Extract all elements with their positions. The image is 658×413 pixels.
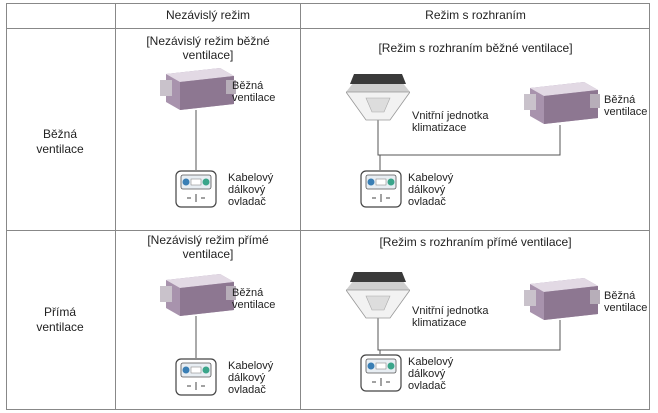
controller-label: Kabelový dálkový ovladač <box>228 172 274 208</box>
unit-label: Běžná ventilace <box>604 94 648 118</box>
controller-icon <box>175 358 217 396</box>
cell-title: [Režim s rozhraním přímé ventilace] <box>379 235 572 249</box>
unit-label: Běžná ventilace <box>232 287 276 311</box>
controller-icon <box>175 170 217 208</box>
row-label: Přímá ventilace <box>36 305 84 334</box>
controller-label: Kabelový dálkový ovladač <box>228 360 274 396</box>
controller-label: Kabelový dálkový ovladač <box>408 172 454 208</box>
ventilation-unit-icon <box>524 82 600 124</box>
indoor-unit-icon <box>346 271 410 319</box>
ventilation-unit-icon <box>524 278 600 320</box>
table-grid <box>6 3 650 410</box>
controller-icon <box>360 354 402 392</box>
ventilation-unit-icon <box>160 274 236 316</box>
cell-title: [Nezávislý režim běžné ventilace] <box>146 34 270 62</box>
unit-label: Běžná ventilace <box>232 80 276 104</box>
controller-icon <box>360 170 402 208</box>
indoor-unit-icon <box>346 73 410 121</box>
controller-label: Kabelový dálkový ovladač <box>408 356 454 392</box>
column-header: Režim s rozhraním <box>425 8 526 22</box>
unit-label: Běžná ventilace <box>604 290 648 314</box>
row-label: Běžná ventilace <box>36 127 84 156</box>
column-header: Nezávislý režim <box>165 8 250 22</box>
cell-title: [Nezávislý režim přímé ventilace] <box>147 233 269 261</box>
indoor-label: Vnitřní jednotka klimatizace <box>412 110 489 134</box>
cell-title: [Režim s rozhraním běžné ventilace] <box>378 41 573 55</box>
wiring <box>195 110 561 358</box>
indoor-label: Vnitřní jednotka klimatizace <box>412 305 489 329</box>
ventilation-unit-icon <box>160 68 236 110</box>
